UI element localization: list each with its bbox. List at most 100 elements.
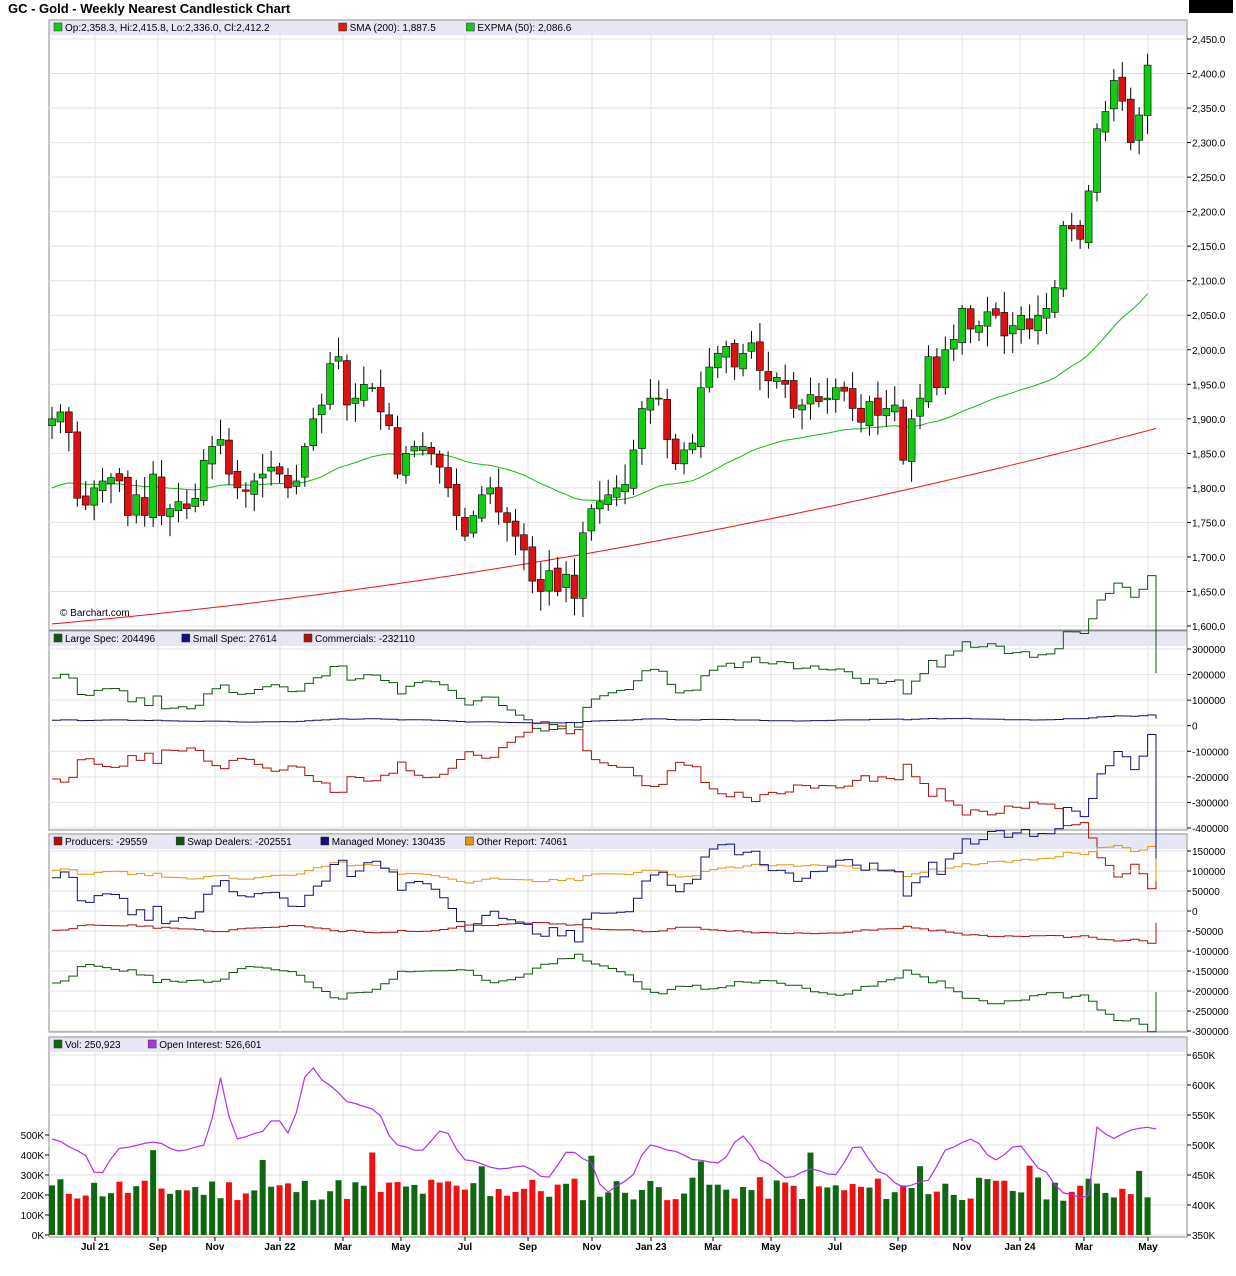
volume-bar: [495, 1188, 502, 1235]
candle-body: [326, 363, 334, 405]
candle-body: [570, 574, 579, 599]
candle-body: [722, 346, 730, 358]
volume-bar: [65, 1193, 72, 1235]
candle-body: [916, 397, 924, 417]
x-tick-label: Mar: [334, 1242, 352, 1253]
volume-bar: [613, 1181, 620, 1235]
volume-bar: [453, 1185, 460, 1235]
volume-bar: [849, 1184, 856, 1235]
candle-body: [435, 453, 444, 468]
volume-bar: [588, 1155, 595, 1235]
volume-bar: [284, 1183, 291, 1235]
candle-body: [848, 388, 857, 409]
candle-body: [545, 570, 554, 592]
y-tick-label: 2,100.0: [1192, 277, 1226, 288]
volume-bar: [512, 1191, 519, 1235]
volume-bar: [672, 1199, 679, 1235]
volume-bar: [647, 1180, 654, 1235]
y-tick-label: -250000: [1192, 1007, 1229, 1018]
volume-bar: [874, 1178, 881, 1235]
candle-body: [199, 459, 208, 501]
candle-body: [469, 515, 478, 534]
volume-bar: [1035, 1177, 1042, 1235]
volume-bar: [1136, 1170, 1143, 1235]
volume-bar: [1144, 1197, 1151, 1235]
volume-bar: [554, 1184, 561, 1235]
candle-body: [823, 397, 832, 401]
panel-frame: [48, 630, 1188, 831]
legend-swatch: [53, 1039, 63, 1049]
volume-bar: [773, 1180, 780, 1235]
volume-bar: [57, 1179, 64, 1235]
x-tick-label: Jan 24: [1004, 1242, 1036, 1253]
y-tick-label: 1,900.0: [1192, 415, 1226, 426]
volume-bar: [858, 1186, 865, 1235]
candle-body: [56, 411, 65, 423]
volume-bar: [908, 1187, 915, 1235]
volume-bar: [976, 1177, 983, 1235]
y-tick-label: 1,750.0: [1192, 518, 1226, 529]
volume-bar: [293, 1192, 300, 1235]
volume-bar: [310, 1200, 317, 1235]
candle-body: [595, 501, 604, 510]
candle-body: [536, 579, 545, 592]
volume-bar: [1043, 1199, 1050, 1235]
candle-body: [427, 446, 436, 454]
legend-label: Large Spec: 204496: [65, 634, 156, 645]
volume-bar: [950, 1194, 957, 1235]
legend-label: EXPMA (50): 2,086.6: [477, 23, 571, 34]
y-tick-label: 1,650.0: [1192, 587, 1226, 598]
volume-bar: [579, 1200, 586, 1235]
y-tick-label: 1,600.0: [1192, 622, 1226, 633]
volume-bar: [276, 1185, 283, 1235]
candle-body: [612, 487, 621, 498]
legend-swatch: [181, 633, 191, 643]
x-tick-label: Sep: [519, 1242, 537, 1253]
candle-body: [402, 453, 410, 476]
y-tick-label: 0: [1192, 907, 1198, 918]
y-tick-label: 2,250.0: [1192, 173, 1226, 184]
commercials-line: [52, 721, 1157, 890]
x-tick-label: Sep: [149, 1242, 167, 1253]
volume-bar: [141, 1180, 148, 1235]
volume-bar: [782, 1182, 789, 1235]
candle-body: [174, 501, 183, 512]
y-tick-label: 200000: [1192, 671, 1226, 682]
legend-band: [50, 632, 1186, 646]
candle-body: [1000, 312, 1009, 337]
sma-200-line: [51, 427, 1157, 625]
volume-bar: [259, 1160, 266, 1235]
candle-body: [713, 352, 722, 369]
candle-body: [1084, 190, 1093, 244]
legend-label: SMA (200): 1,887.5: [350, 23, 437, 34]
candle-body: [739, 352, 747, 370]
candle-body: [242, 489, 250, 492]
candle-body: [1110, 80, 1118, 110]
x-tick-label: Mar: [1075, 1242, 1093, 1253]
volume-bar: [268, 1186, 275, 1235]
y-tick-label: 500K: [21, 1131, 45, 1142]
volume-bar: [1094, 1183, 1101, 1235]
y-tick-label: -300000: [1192, 1027, 1229, 1038]
volume-bar: [917, 1166, 924, 1235]
volume-bar: [1001, 1180, 1008, 1235]
candle-body: [882, 408, 891, 417]
candle-body: [115, 473, 124, 482]
volume-bar: [664, 1200, 671, 1235]
candle-body: [806, 394, 815, 405]
volume-bar: [461, 1189, 468, 1235]
x-tick-label: Nov: [206, 1242, 225, 1253]
open-interest-line: [51, 1066, 1157, 1199]
volume-bar: [445, 1181, 452, 1235]
x-tick-label: Sep: [889, 1242, 907, 1253]
candle-body: [334, 356, 343, 362]
candle-body: [857, 407, 865, 423]
candle-body: [452, 484, 461, 516]
candle-body: [907, 418, 916, 462]
volume-bar: [1110, 1197, 1117, 1235]
y-tick-label: 350K: [1192, 1231, 1216, 1242]
y-tick-label: 200K: [21, 1191, 45, 1202]
y-tick-label: 500K: [1192, 1141, 1216, 1152]
volume-bar: [933, 1191, 940, 1235]
volume-bar: [1051, 1182, 1058, 1235]
